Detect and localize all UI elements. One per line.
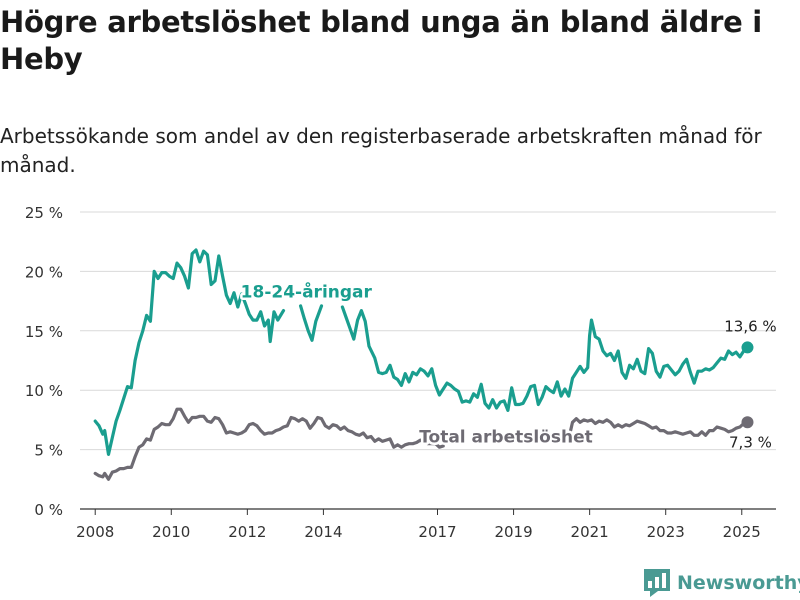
brand-name: Newsworthy bbox=[677, 572, 800, 594]
y-tick-label: 0 % bbox=[34, 501, 63, 519]
series-label: Total arbetslöshet bbox=[419, 427, 593, 447]
x-tick-label: 2012 bbox=[228, 523, 266, 541]
annotation-layer: 13,6 % 7,3 % 18-24-åringar Total arbetslösh… bbox=[238, 278, 777, 451]
bar-chart-logo-icon bbox=[644, 569, 670, 597]
series-layer bbox=[93, 248, 754, 481]
series-end-marker bbox=[741, 341, 754, 354]
series-end-label: 7,3 % bbox=[729, 433, 772, 451]
series-line bbox=[93, 248, 750, 456]
y-axis: 0 % 5 % 10 % 15 % 20 % 25 % bbox=[25, 204, 63, 519]
series-label: 18-24-åringar bbox=[241, 281, 373, 303]
page-title: Högre arbetslöshet bland unga än bland ä… bbox=[0, 5, 762, 76]
x-tick-label: 2023 bbox=[647, 523, 685, 541]
x-tick-label: 2008 bbox=[76, 523, 114, 541]
line-chart: 0 %5 %10 %15 %20 %25 % 2008 2010 2012 2014 2… bbox=[25, 204, 777, 541]
y-tick-label: 25 % bbox=[25, 204, 63, 222]
y-tick-label: 5 % bbox=[34, 442, 63, 460]
grid-layer bbox=[80, 211, 776, 510]
x-axis: 2008 2010 2012 2014 2017 2019 2021 2023 2025 bbox=[76, 509, 761, 541]
y-tick-label: 20 % bbox=[25, 263, 63, 281]
x-tick-label: 2021 bbox=[571, 523, 609, 541]
x-tick-label: 2017 bbox=[418, 523, 456, 541]
series-end-label: 13,6 % bbox=[724, 317, 776, 335]
x-tick-label: 2025 bbox=[723, 523, 761, 541]
x-tick-label: 2019 bbox=[494, 523, 532, 541]
y-tick-label: 10 % bbox=[25, 382, 63, 400]
y-tick-label: 15 % bbox=[25, 323, 63, 341]
series-end-marker bbox=[741, 416, 754, 429]
x-tick-label: 2014 bbox=[304, 523, 342, 541]
x-tick-label: 2010 bbox=[152, 523, 190, 541]
series-line bbox=[93, 407, 750, 481]
newsworthy-logo[interactable]: Newsworthy bbox=[644, 568, 800, 598]
chart-subtitle: Arbetssökande som andel av den registerb… bbox=[0, 124, 762, 177]
